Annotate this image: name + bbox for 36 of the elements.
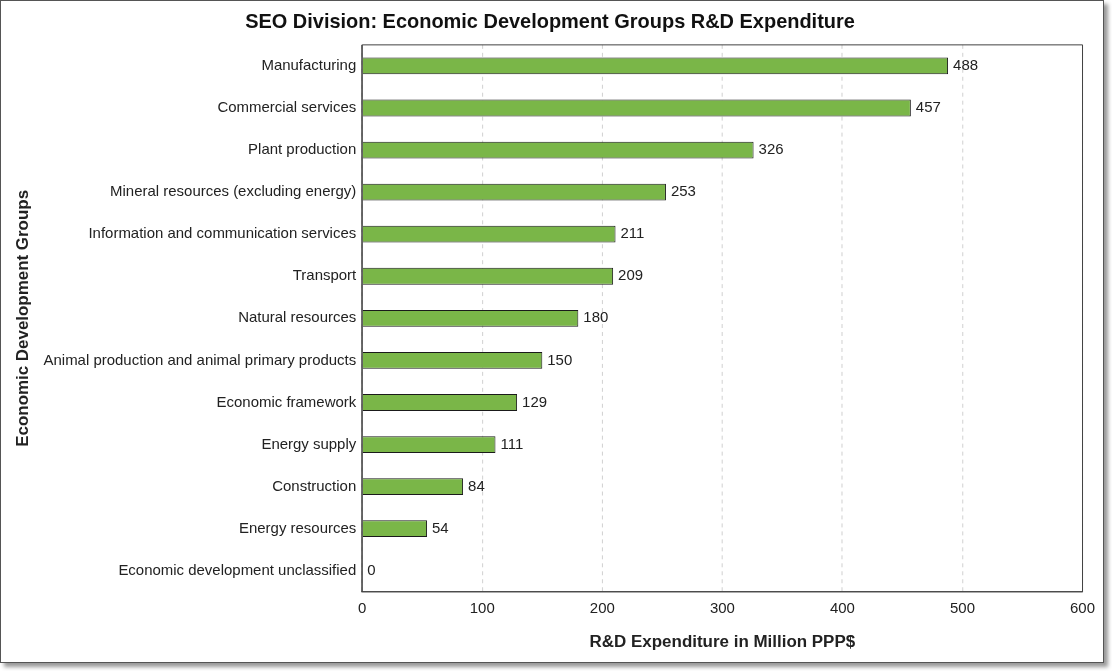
- y-tick-label: Mineral resources (excluding energy): [110, 182, 357, 200]
- data-label: 488: [953, 56, 979, 74]
- y-tick-label: Plant production: [248, 140, 357, 158]
- x-tick-label: 500: [949, 598, 975, 616]
- data-label: 54: [432, 518, 449, 536]
- x-tick-label: 0: [358, 598, 367, 616]
- y-tick-label: Construction: [272, 476, 357, 494]
- data-label: 211: [620, 224, 645, 242]
- y-tick-label: Energy supply: [261, 434, 357, 452]
- y-tick-label: Natural resources: [238, 308, 357, 326]
- x-tick-label: 200: [589, 598, 615, 616]
- y-tick-label: Information and communication services: [88, 224, 357, 242]
- data-label: 111: [500, 434, 524, 452]
- data-label: 129: [522, 392, 548, 410]
- x-tick-label: 300: [709, 598, 735, 616]
- y-tick-label: Manufacturing: [261, 56, 357, 74]
- data-label: 457: [915, 98, 941, 116]
- y-tick-label: Energy resources: [238, 518, 357, 536]
- data-label: 150: [547, 350, 573, 368]
- data-label: 326: [758, 140, 784, 158]
- data-label: 180: [583, 308, 609, 326]
- y-tick-label: Economic development unclassified: [118, 560, 357, 578]
- y-tick-label: Economic framework: [216, 392, 357, 410]
- chart-title: SEO Division: Economic Development Groups R&D Expenditure: [245, 10, 855, 33]
- y-tick-label: Commercial services: [217, 98, 357, 116]
- y-tick-label: Transport: [292, 266, 358, 284]
- x-tick-label: 400: [829, 598, 855, 616]
- data-label: 0: [367, 560, 376, 578]
- y-tick-label: Animal production and animal primary products: [43, 350, 357, 368]
- x-axis-title: R&D Expenditure in Million PPP$: [589, 631, 856, 651]
- y-axis-title: Economic Development Groups: [12, 189, 32, 447]
- data-label: 253: [670, 182, 696, 200]
- x-tick-label: 100: [469, 598, 495, 616]
- data-label: 209: [618, 266, 644, 284]
- x-tick-label: 600: [1070, 598, 1096, 616]
- data-label: 84: [468, 476, 485, 494]
